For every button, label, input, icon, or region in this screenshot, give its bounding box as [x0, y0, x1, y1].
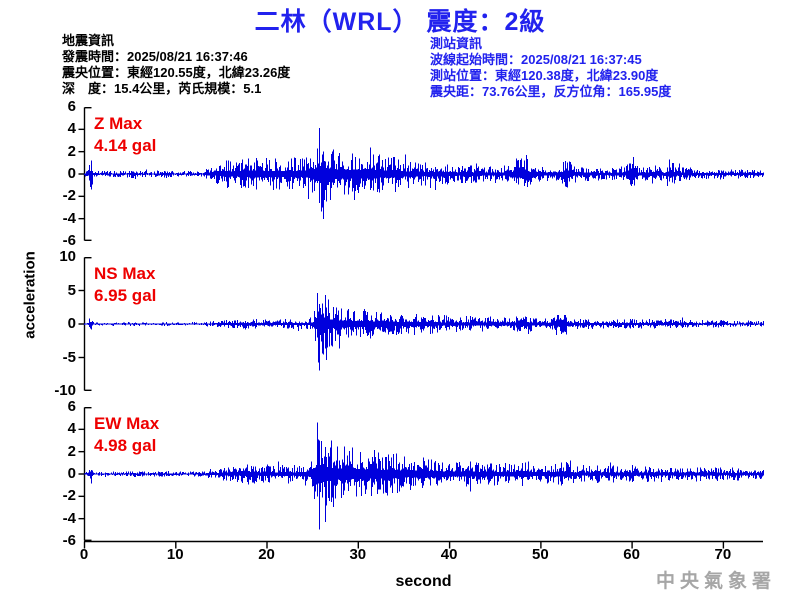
max-gal-value: 4.14 gal [94, 136, 157, 155]
wave-start-time-line: 波線起始時間：2025/08/21 16:37:45 [430, 52, 642, 67]
y-tick-label: -10 [54, 382, 76, 399]
trace-panel-ew [78, 406, 764, 542]
y-tick-label: -2 [62, 487, 76, 505]
epicentral-distance-line: 震央距：73.76公里，反方位角：165.95度 [430, 84, 672, 99]
y-tick-label: -6 [62, 532, 76, 549]
max-component-name: EW Max [94, 414, 160, 433]
depth-magnitude-line: 深 度：15.4公里，芮氏規模：5.1 [62, 81, 262, 96]
x-tick-label: 20 [258, 546, 275, 563]
y-tick-label: 0 [67, 315, 76, 332]
epicenter-location-line: 震央位置：東經120.55度，北緯23.26度 [62, 65, 291, 80]
x-axis-line [83, 540, 763, 549]
y-tick-label: 2 [67, 142, 76, 160]
max-amplitude-label-z: Z Max 4.14 gal [94, 113, 156, 157]
max-amplitude-label-ns: NS Max 6.95 gal [94, 263, 156, 307]
y-tick-label: 4 [67, 120, 76, 138]
y-tick-label: 0 [67, 465, 76, 482]
y-tick-label: 10 [59, 248, 76, 265]
agency-watermark: 中央氣象署 [655, 571, 776, 592]
x-tick-label: 40 [440, 546, 458, 563]
station-info-heading: 測站資訊 [430, 36, 483, 51]
y-tick-label: 4 [67, 420, 76, 438]
earthquake-info-heading: 地震資訊 [62, 33, 115, 48]
x-axis-title: second [395, 573, 452, 590]
y-tick-label: -2 [62, 187, 76, 205]
y-tick-label: -4 [62, 209, 76, 227]
earthquake-info-block: 地震資訊 發震時間：2025/08/21 16:37:46 震央位置：東經120… [62, 33, 290, 97]
x-tick-label: 10 [166, 546, 184, 563]
y-tick-label: 6 [67, 398, 76, 415]
page-title: 二林（WRL） 震度：2級 [254, 8, 546, 36]
x-tick-label: 70 [714, 546, 732, 563]
x-tick-label: 50 [532, 546, 549, 563]
max-component-name: Z Max [94, 114, 143, 133]
y-tick-label: -4 [62, 509, 76, 527]
trace-panel-ns [78, 256, 764, 392]
station-location-line: 測站位置：東經120.38度，北緯23.90度 [430, 68, 659, 83]
y-tick-label: 2 [67, 442, 76, 460]
x-tick-label: 30 [349, 546, 367, 563]
max-component-name: NS Max [94, 264, 156, 283]
y-tick-label: 0 [67, 165, 76, 182]
origin-time-line: 發震時間：2025/08/21 16:37:46 [62, 49, 248, 64]
y-tick-label: -6 [62, 232, 76, 249]
x-tick-label: 0 [79, 546, 89, 563]
x-tick-label: 60 [623, 546, 640, 563]
max-gal-value: 4.98 gal [94, 436, 157, 455]
y-tick-label: -5 [62, 348, 76, 366]
trace-panel-z [78, 106, 764, 242]
y-tick-label: 5 [67, 281, 76, 299]
max-gal-value: 6.95 gal [94, 286, 157, 305]
station-info-block: 測站資訊 波線起始時間：2025/08/21 16:37:45 測站位置：東經1… [430, 36, 671, 100]
y-tick-label: 6 [67, 98, 76, 115]
max-amplitude-label-ew: EW Max 4.98 gal [94, 413, 159, 457]
